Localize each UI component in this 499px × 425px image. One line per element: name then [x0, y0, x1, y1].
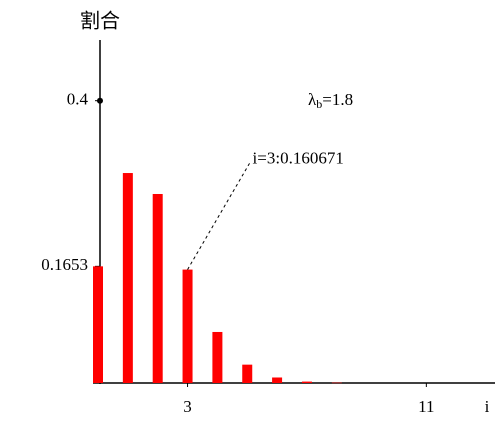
- bar: [212, 331, 223, 383]
- parameter-subscript: b: [316, 97, 322, 111]
- x-tick-label: 11: [418, 397, 434, 416]
- y-tick-dot: [97, 97, 103, 104]
- parameter-label: λb=1.8: [308, 90, 353, 111]
- y-tick-label: 0.1653: [41, 255, 88, 274]
- annotation-label: i=3:0.160671: [253, 148, 344, 167]
- parameter-text: =1.8: [322, 90, 353, 109]
- x-tick-label: 3: [183, 397, 192, 416]
- bar: [122, 173, 133, 383]
- bar: [272, 377, 283, 383]
- bar: [301, 381, 312, 383]
- bar: [331, 382, 342, 384]
- y-tick-label: 0.4: [67, 90, 89, 109]
- bar: [93, 266, 103, 383]
- bar: [242, 364, 253, 383]
- parameter-symbol: λ: [308, 90, 317, 109]
- y-axis-label: 割合: [80, 9, 120, 33]
- annotation-leader: [187, 161, 251, 270]
- bar: [182, 269, 193, 383]
- x-axis-label: i: [485, 397, 490, 416]
- bar: [152, 193, 163, 383]
